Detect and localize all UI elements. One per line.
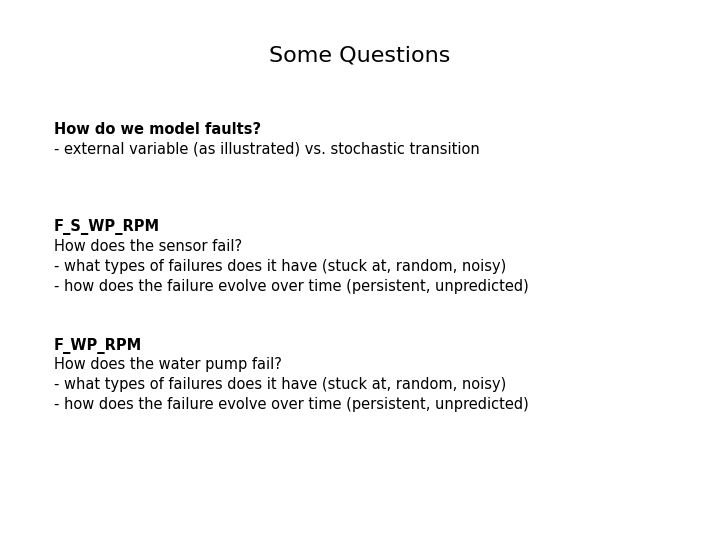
Text: How do we model faults?: How do we model faults? bbox=[54, 122, 261, 137]
Text: - external variable (as illustrated) vs. stochastic transition: - external variable (as illustrated) vs.… bbox=[54, 141, 480, 157]
Text: F_WP_RPM: F_WP_RPM bbox=[54, 338, 143, 354]
Text: - what types of failures does it have (stuck at, random, noisy): - what types of failures does it have (s… bbox=[54, 259, 506, 274]
Text: How does the water pump fail?: How does the water pump fail? bbox=[54, 357, 282, 373]
Text: F_S_WP_RPM: F_S_WP_RPM bbox=[54, 219, 160, 235]
Text: - how does the failure evolve over time (persistent, unpredicted): - how does the failure evolve over time … bbox=[54, 397, 528, 413]
Text: - what types of failures does it have (stuck at, random, noisy): - what types of failures does it have (s… bbox=[54, 377, 506, 393]
Text: Some Questions: Some Questions bbox=[269, 46, 451, 66]
Text: - how does the failure evolve over time (persistent, unpredicted): - how does the failure evolve over time … bbox=[54, 279, 528, 294]
Text: How does the sensor fail?: How does the sensor fail? bbox=[54, 239, 242, 254]
